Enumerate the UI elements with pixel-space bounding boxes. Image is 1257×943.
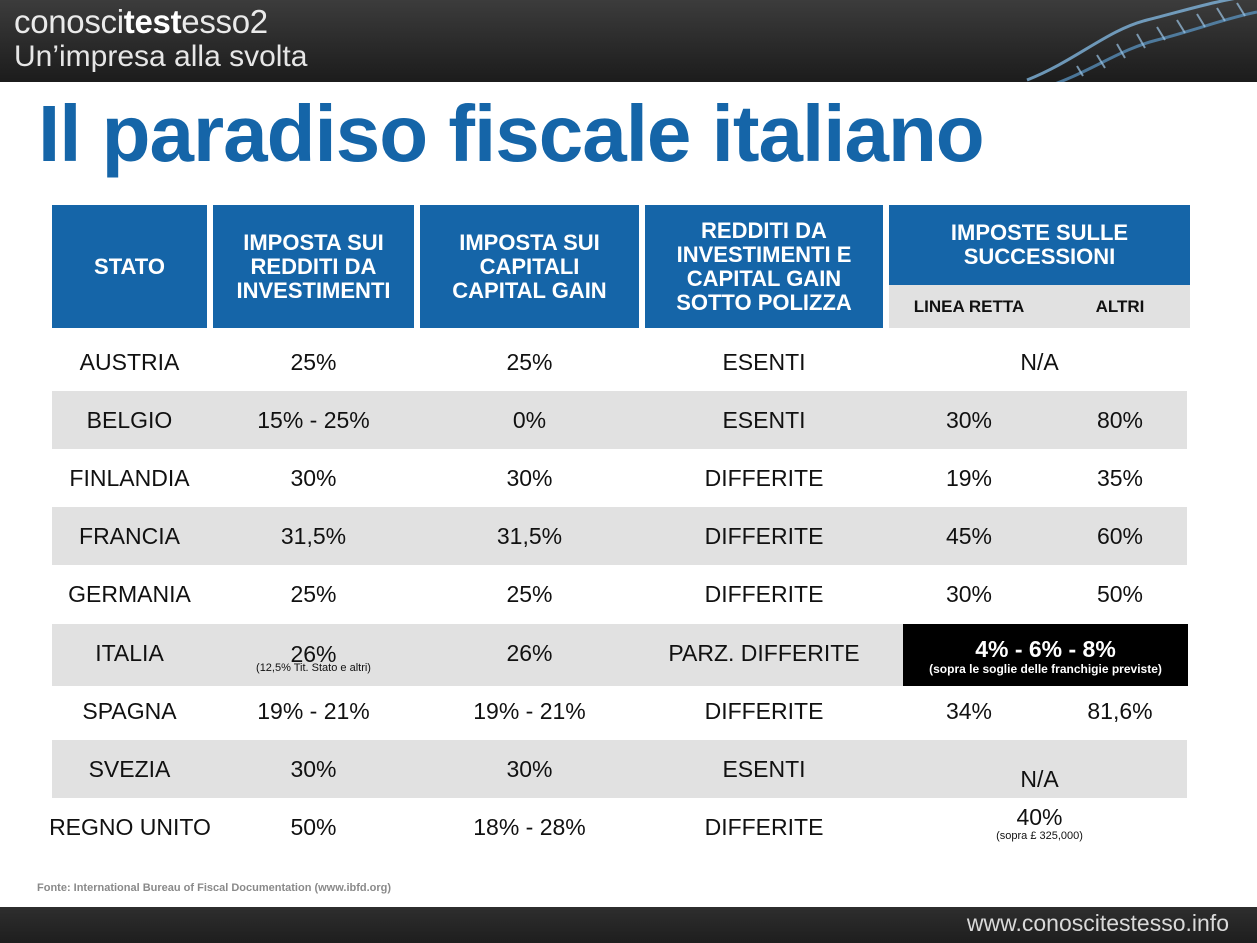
footer-bar (0, 907, 1257, 943)
brand-logo: conoscitestesso2 (14, 3, 268, 40)
cell-redditi: 50% (290, 813, 337, 840)
row-bg-francia (52, 507, 1187, 565)
cell-polizza: PARZ. DIFFERITE (668, 639, 860, 666)
cell-altri: 50% (1096, 580, 1144, 607)
cell-redditi: 30% (290, 464, 337, 491)
website-link[interactable]: www.conoscitestesso.info (966, 910, 1229, 936)
cell-stato: FINLANDIA (69, 464, 190, 491)
cell-capitali: 18% - 28% (473, 813, 586, 840)
source-note: Fonte: International Bureau of Fiscal Do… (37, 882, 392, 894)
cell-redditi-note: (12,5% Tit. Stato e altri) (256, 662, 371, 674)
cell-stato: GERMANIA (68, 580, 191, 607)
header-redditi: IMPOSTA SUI REDDITI DA INVESTIMENTI (213, 205, 414, 328)
cell-linea-retta: 30% (945, 406, 993, 433)
cell-successioni: N/A (1020, 765, 1059, 792)
cell-polizza: ESENTI (722, 348, 806, 375)
cell-linea-retta: 30% (945, 580, 993, 607)
cell-stato: AUSTRIA (79, 348, 180, 375)
row-bg-belgio (52, 391, 1187, 449)
cell-capitali: 25% (506, 348, 553, 375)
cell-successioni: N/A (1020, 348, 1059, 375)
cell-linea-retta: 19% (945, 464, 993, 491)
cell-redditi: 15% - 25% (257, 406, 370, 433)
cell-polizza: ESENTI (722, 755, 806, 782)
cell-redditi: 19% - 21% (257, 697, 370, 724)
cell-polizza: DIFFERITE (704, 580, 824, 607)
cell-capitali: 26% (506, 639, 553, 666)
cell-redditi: 26% (12,5% Tit. Stato e altri) (213, 624, 414, 686)
page-title: Il paradiso fiscale italiano (38, 89, 985, 178)
cell-capitali: 19% - 21% (473, 697, 586, 724)
cell-capitali: 30% (506, 464, 553, 491)
cell-polizza: DIFFERITE (704, 522, 824, 549)
header-polizza: REDDITI DA INVESTIMENTI E CAPITAL GAIN S… (645, 205, 883, 328)
cell-successioni-value: 40% (1016, 803, 1063, 830)
cell-polizza: DIFFERITE (704, 464, 824, 491)
cell-successioni: 40% (sopra £ 325,000) (889, 794, 1190, 852)
cell-redditi-value: 26% (290, 641, 337, 667)
cell-stato: FRANCIA (79, 522, 180, 549)
header-stato: STATO (52, 205, 207, 328)
cell-successioni: 4% - 6% - 8% (sopra le soglie delle fran… (903, 624, 1188, 686)
tagline: Un’impresa alla svolta (14, 40, 308, 73)
cell-linea-retta: 45% (945, 522, 993, 549)
subheader-bar (889, 285, 1190, 328)
cell-redditi: 25% (290, 580, 337, 607)
cell-polizza: DIFFERITE (704, 697, 824, 724)
cell-capitali: 30% (506, 755, 553, 782)
cell-stato: SPAGNA (82, 697, 177, 724)
row-bg-svezia (52, 740, 1187, 798)
cell-successioni-note: (sopra £ 325,000) (996, 829, 1083, 842)
cell-redditi: 31,5% (280, 522, 347, 549)
cell-redditi: 30% (290, 755, 337, 782)
cell-stato: SVEZIA (88, 755, 171, 782)
cell-stato: REGNO UNITO (49, 813, 211, 840)
header-linea-retta: LINEA RETTA (913, 296, 1025, 316)
cell-successioni-note: (sopra le soglie delle franchigie previs… (929, 661, 1162, 676)
cell-polizza: DIFFERITE (704, 813, 824, 840)
cell-capitali: 25% (506, 580, 553, 607)
header-successioni: IMPOSTE SULLE SUCCESSIONI (889, 205, 1190, 285)
cell-altri: 81,6% (1087, 697, 1153, 724)
cell-linea-retta: 34% (945, 697, 993, 724)
cell-altri: 60% (1096, 522, 1144, 549)
cell-capitali: 31,5% (496, 522, 563, 549)
header-capitali: IMPOSTA SUI CAPITALI CAPITAL GAIN (420, 205, 639, 328)
header-altri: ALTRI (1095, 296, 1145, 316)
cell-successioni-value: 4% - 6% - 8% (975, 635, 1116, 662)
cell-capitali: 0% (512, 406, 547, 433)
cell-altri: 80% (1096, 406, 1144, 433)
dna-helix-icon (1026, 0, 1257, 82)
cell-redditi: 25% (290, 348, 337, 375)
header-bar: conoscitestesso2 Un’impresa alla svolta (0, 0, 1257, 82)
cell-altri: 35% (1096, 464, 1144, 491)
cell-polizza: ESENTI (722, 406, 806, 433)
italia-successioni-highlight (903, 624, 1188, 686)
cell-stato: ITALIA (95, 639, 164, 666)
cell-stato: BELGIO (86, 406, 173, 433)
